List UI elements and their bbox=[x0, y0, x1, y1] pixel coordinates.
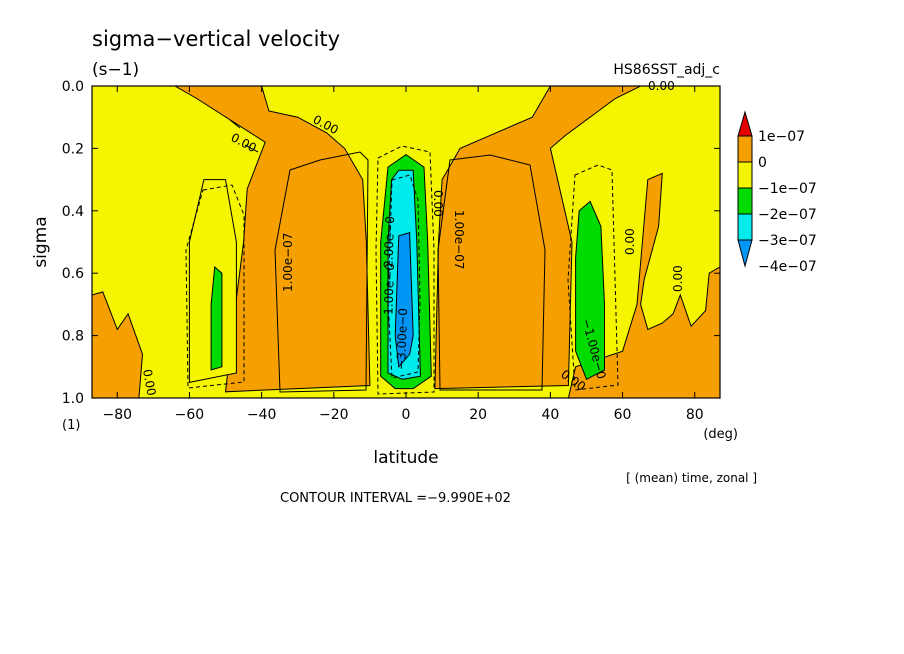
colorbar-label: −1e−07 bbox=[758, 181, 817, 197]
y-tick-label: 0.8 bbox=[62, 329, 84, 345]
x-tick-label: −40 bbox=[247, 407, 277, 423]
colorbar-label: −2e−07 bbox=[758, 207, 817, 223]
contour-label: 0.00 bbox=[648, 79, 675, 93]
contour-interval: CONTOUR INTERVAL =−9.990E+02 bbox=[280, 491, 511, 506]
contour-line bbox=[437, 154, 546, 391]
x-axis-units: (deg) bbox=[703, 427, 738, 442]
x-axis-label: latitude bbox=[373, 448, 438, 468]
x-axis-ticks: −80 −60 −40 −20 0 20 40 60 80 bbox=[102, 86, 704, 423]
x-tick-label: 0 bbox=[402, 407, 411, 423]
contour-region bbox=[394, 231, 414, 368]
x-tick-label: −60 bbox=[175, 407, 205, 423]
x-tick-label: 80 bbox=[686, 407, 704, 423]
contour-line bbox=[229, 119, 259, 153]
contour-line-dashed bbox=[185, 184, 245, 389]
contour-label: 0.00 bbox=[671, 265, 685, 292]
colorbar-segment bbox=[737, 213, 753, 241]
contour-region bbox=[210, 265, 223, 371]
x-tick-label: −20 bbox=[319, 407, 349, 423]
contour-lines bbox=[185, 119, 619, 395]
contour-label: 0.00 bbox=[431, 190, 445, 217]
x-tick-label: 20 bbox=[469, 407, 487, 423]
y-tick-label: 1.0 bbox=[62, 391, 84, 407]
x-tick-label: 60 bbox=[614, 407, 632, 423]
plot-area: 0.00 0.00 0.00 0.00 0.00 0.00 0.00 0.00 … bbox=[62, 79, 721, 423]
contour-region bbox=[173, 85, 371, 393]
contour-label: 0.00 bbox=[623, 228, 637, 255]
contour-line bbox=[274, 151, 369, 393]
averaging-note: [ (mean) time, zonal ] bbox=[626, 471, 757, 485]
y-tick-label: 0.2 bbox=[62, 141, 84, 157]
contour-region bbox=[575, 200, 605, 381]
x-tick-label: −80 bbox=[102, 407, 132, 423]
y-tick-label: 0.6 bbox=[62, 266, 84, 282]
contour-label: −2.00e−0 bbox=[381, 216, 397, 278]
colorbar-label: −4e−07 bbox=[758, 259, 817, 275]
contour-region bbox=[567, 172, 721, 399]
colorbar-segment bbox=[737, 135, 753, 163]
y-axis-label: sigma bbox=[31, 216, 51, 267]
y-axis-ticks: 0.0 0.2 0.4 0.6 0.8 1.0 bbox=[62, 79, 720, 407]
contour-label: 1.00e−07 bbox=[281, 233, 295, 292]
y-tick-label: 0.4 bbox=[62, 204, 84, 220]
colorbar-label: 0 bbox=[758, 155, 767, 171]
contour-line-dashed bbox=[387, 174, 421, 379]
colorbar-arrow-bottom bbox=[737, 239, 753, 268]
contour-label: 0.00 bbox=[140, 368, 158, 397]
colorbar-segment bbox=[737, 187, 753, 215]
contour-label: −3.00e−0 bbox=[394, 308, 410, 370]
colorbar: 1e−07 0 −1e−07 −2e−07 −3e−07 −4e−07 bbox=[737, 110, 817, 275]
colorbar-arrow-top bbox=[737, 110, 753, 137]
contour-line-dashed bbox=[567, 164, 619, 391]
chart-title: sigma−vertical velocity bbox=[92, 27, 340, 51]
dataset-label: HS86SST_adj_c bbox=[613, 62, 720, 78]
chart-units: (s−1) bbox=[92, 60, 139, 80]
colorbar-segment bbox=[737, 161, 753, 189]
x-tick-label: 40 bbox=[541, 407, 559, 423]
contour-line-dashed bbox=[375, 145, 435, 395]
y-tick-label: 0.0 bbox=[62, 79, 84, 95]
colorbar-label: 1e−07 bbox=[758, 129, 805, 145]
contour-label: 1.00e−07 bbox=[452, 210, 466, 269]
contour-region bbox=[434, 85, 641, 390]
y-axis-units: (1) bbox=[62, 418, 80, 433]
colorbar-label: −3e−07 bbox=[758, 233, 817, 249]
contour-label: −1.00e−0 bbox=[381, 263, 397, 325]
